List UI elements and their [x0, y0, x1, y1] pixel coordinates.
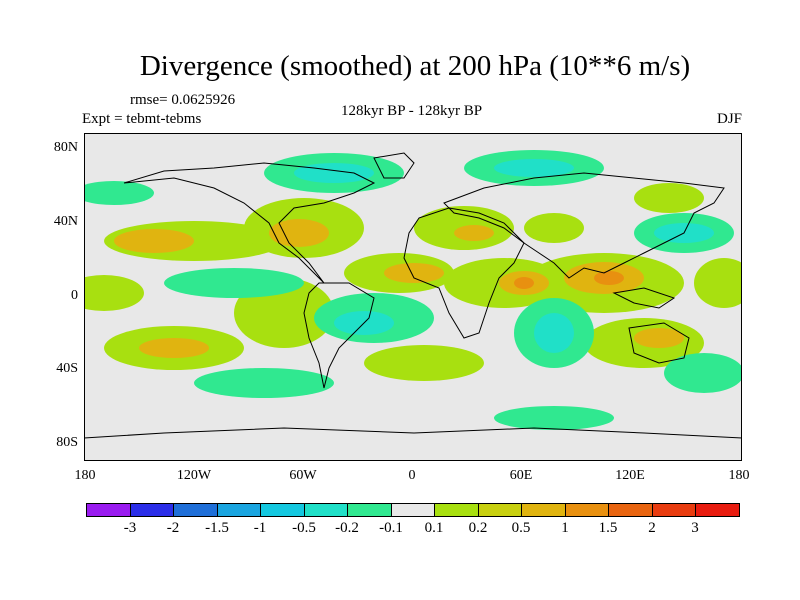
colorbar-label: -0.1	[379, 520, 403, 536]
lon-label-120e: 120E	[615, 468, 645, 483]
lat-label-80s: 80S	[56, 435, 78, 450]
colorbar-swatch	[304, 504, 349, 516]
experiment-label: Expt = tebmt-tebms	[82, 111, 202, 127]
map-border	[84, 133, 742, 461]
colorbar-swatch	[478, 504, 523, 516]
colorbar-swatch	[652, 504, 697, 516]
colorbar-swatch	[217, 504, 262, 516]
rmse-label: rmse= 0.0625926	[130, 92, 236, 108]
colorbar-label: 0.5	[511, 520, 531, 536]
lat-label-0: 0	[71, 288, 78, 303]
lon-label-0: 0	[408, 468, 416, 483]
colorbar-label: 0.1	[424, 520, 444, 536]
lon-label-60w: 60W	[289, 468, 317, 483]
colorbar-label: 0.2	[468, 520, 488, 536]
colorbar-swatch	[87, 504, 131, 516]
divergence-map	[84, 133, 742, 461]
lon-label-120w: 120W	[176, 468, 212, 483]
season-label: DJF	[716, 111, 742, 127]
colorbar-swatch	[261, 504, 305, 516]
colorbar-swatch	[609, 504, 653, 516]
colorbar-label: -2	[166, 520, 180, 536]
colorbar-label: -3	[123, 520, 137, 536]
colorbar-swatch	[348, 504, 392, 516]
colorbar-label: -1.5	[205, 520, 229, 536]
colorbar	[86, 503, 740, 517]
colorbar-swatch	[565, 504, 610, 516]
plot-title: Divergence (smoothed) at 200 hPa (10**6 …	[139, 50, 691, 82]
colorbar-swatch	[522, 504, 566, 516]
colorbar-swatch	[391, 504, 436, 516]
divergence-positive-core	[514, 271, 624, 289]
coastlines	[84, 152, 742, 439]
colorbar-label: -1	[253, 520, 267, 536]
period-subtitle: 128kyr BP - 128kyr BP	[340, 103, 483, 119]
colorbar-swatch	[696, 504, 739, 516]
lat-label-40s: 40S	[56, 361, 78, 376]
colorbar-label: 1	[561, 520, 569, 536]
colorbar-swatch	[130, 504, 175, 516]
colorbar-swatch	[174, 504, 218, 516]
divergence-negative-low	[84, 150, 742, 430]
lon-label-60e: 60E	[509, 468, 533, 483]
colorbar-label: 2	[648, 520, 656, 536]
colorbar-swatch	[435, 504, 479, 516]
colorbar-label: 1.5	[598, 520, 618, 536]
lon-label-180w: 180	[74, 468, 96, 483]
colorbar-label: -0.2	[335, 520, 359, 536]
colorbar-label: 3	[691, 520, 699, 536]
lat-label-40n: 40N	[53, 214, 78, 229]
colorbar-label: -0.5	[292, 520, 316, 536]
lat-label-80n: 80N	[53, 140, 78, 155]
lon-label-180e: 180	[728, 468, 750, 483]
